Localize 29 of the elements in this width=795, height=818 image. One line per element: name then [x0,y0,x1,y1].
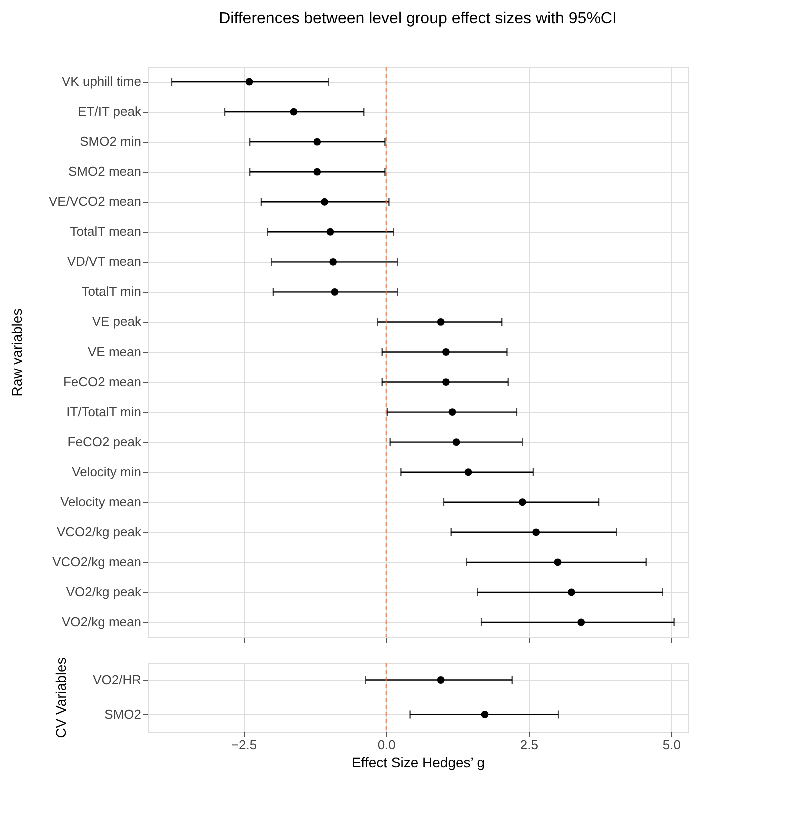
y-tick-label: VO2/kg mean [62,614,142,630]
y-tick-label: VO2/kg peak [66,584,142,600]
y-axis-title: CV Variables [53,658,70,738]
y-tick-label: SMO2 [104,706,142,722]
y-axis-title: Raw variables [9,308,26,397]
x-tick-label: 0.0 [378,738,396,752]
y-tick-label: IT/TotalT min [66,404,142,420]
y-tick-label: ET/IT peak [78,104,142,120]
y-tick-label: TotalT min [82,284,142,300]
y-tick-label: VE mean [88,344,142,360]
y-tick-label: VK uphill time [62,74,142,90]
x-tick-label: −2.5 [231,738,258,752]
y-tick-label: VCO2/kg mean [52,554,142,570]
y-tick-label: SMO2 mean [68,164,142,180]
y-tick-label: Velocity min [72,464,142,480]
y-tick-label: VE peak [92,314,142,330]
x-tick-label: 2.5 [520,738,538,752]
y-tick-label: VD/VT mean [67,254,142,270]
y-tick-label: VO2/HR [93,672,142,688]
y-tick-label: VCO2/kg peak [56,524,142,540]
x-axis-title: Effect Size Hedges’ g [352,754,486,770]
x-tick-label: 5.0 [662,738,682,752]
y-tick-label: FeCO2 mean [63,374,142,390]
y-tick-label: Velocity mean [60,494,142,510]
y-tick-label: TotalT mean [70,224,142,240]
y-tick-label: SMO2 min [80,134,142,150]
y-tick-label: FeCO2 peak [68,434,142,450]
chart-title: Differences between level group effect sizes with 95%CI [219,10,617,28]
y-tick-label: VE/VCO2 mean [49,194,142,210]
